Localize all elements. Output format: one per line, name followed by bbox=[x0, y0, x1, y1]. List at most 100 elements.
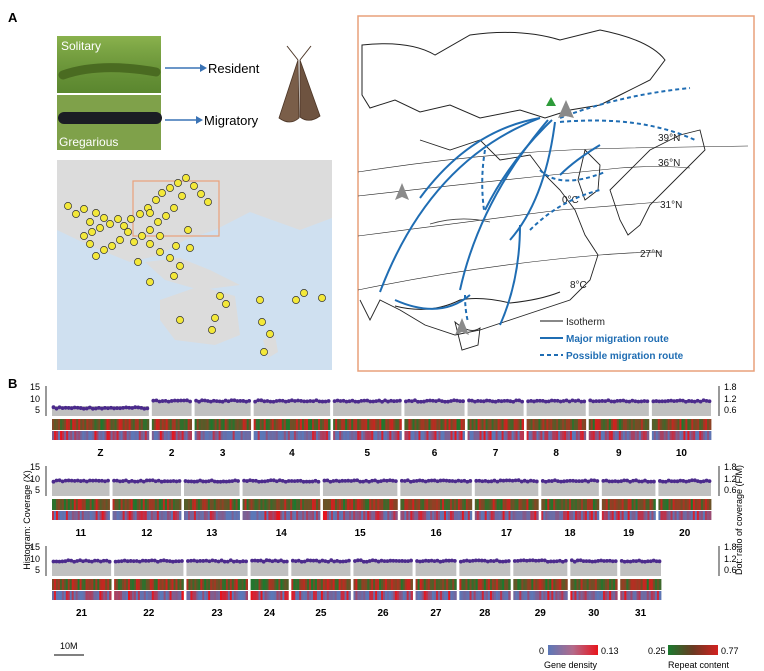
coverage-ratio-dot bbox=[221, 479, 226, 484]
repeat-content-cell bbox=[530, 419, 533, 430]
gene-density-cell bbox=[165, 591, 168, 600]
coverage-ratio-dot bbox=[316, 479, 321, 484]
repeat-content-cell bbox=[155, 419, 159, 430]
gene-density-cell bbox=[471, 591, 475, 600]
coverage-ratio-dot bbox=[159, 479, 164, 484]
coverage-ratio-dot bbox=[66, 406, 71, 410]
chromosome-label: 7 bbox=[493, 448, 499, 459]
repeat-content-cell bbox=[450, 579, 453, 590]
repeat-content-cell bbox=[467, 419, 470, 430]
repeat-content-cell bbox=[471, 419, 474, 430]
coverage-ratio-dot bbox=[215, 479, 220, 484]
repeat-content-cell bbox=[178, 499, 182, 510]
repeat-content-cell bbox=[458, 419, 461, 430]
gene-density-cell bbox=[274, 511, 277, 520]
coverage-ratio-dot bbox=[160, 399, 165, 403]
repeat-content-cell bbox=[515, 579, 518, 590]
coverage-ratio-dot bbox=[57, 405, 62, 410]
gene-density-cell bbox=[79, 591, 82, 600]
repeat-content-cell bbox=[389, 419, 392, 430]
gene-density-cell bbox=[498, 511, 501, 520]
repeat-content-cell bbox=[295, 419, 299, 430]
coverage-ratio-dot bbox=[235, 399, 240, 403]
chromosome-18: 18 bbox=[540, 478, 600, 539]
gene-density-cell bbox=[482, 511, 486, 520]
repeat-content-cell bbox=[87, 499, 91, 510]
detail-map: 39°N 36°N 0°C 31°N 27°N 8°C bbox=[357, 15, 755, 372]
repeat-content-cell bbox=[479, 579, 483, 590]
coverage-ratio-dot bbox=[137, 559, 142, 564]
repeat-content-cell bbox=[318, 419, 321, 430]
gene-density-cell bbox=[506, 591, 509, 600]
gene-density-cell bbox=[428, 431, 431, 440]
repeat-content-cell bbox=[691, 419, 694, 430]
gene-density-cell bbox=[594, 431, 598, 440]
sample-dot bbox=[256, 296, 264, 304]
coverage-ratio-dot bbox=[69, 478, 74, 483]
repeat-content-cell bbox=[408, 579, 411, 590]
coverage-ratio-dot bbox=[280, 478, 285, 483]
repeat-content-cell bbox=[256, 499, 259, 510]
coverage-ratio-dot bbox=[687, 479, 691, 483]
gene-density-cell bbox=[396, 591, 400, 600]
coverage-ratio-dot bbox=[107, 559, 112, 564]
repeat-content-cell bbox=[543, 499, 546, 510]
repeat-content-cell bbox=[314, 419, 317, 430]
coverage-ratio-dot bbox=[364, 478, 369, 483]
repeat-content-cell bbox=[141, 579, 145, 590]
gene-density-cell bbox=[513, 591, 516, 600]
repeat-content-cell bbox=[201, 499, 205, 510]
coverage-ratio-dot bbox=[78, 406, 83, 410]
gene-density-cell bbox=[265, 431, 269, 440]
coverage-ratio-dot bbox=[90, 406, 95, 411]
repeat-content-cell bbox=[433, 579, 437, 590]
repeat-content-cell bbox=[210, 419, 214, 430]
gene-density-cell bbox=[272, 591, 275, 600]
repeat-content-cell bbox=[101, 579, 104, 590]
gene-density-cell bbox=[647, 511, 650, 520]
coverage-ratio-dot bbox=[292, 479, 297, 484]
repeat-content-cell bbox=[649, 499, 652, 510]
coverage-ratio-dot bbox=[589, 478, 594, 483]
repeat-content-cell bbox=[371, 499, 374, 510]
gene-density-cell bbox=[493, 431, 496, 440]
gene-density-cell bbox=[490, 511, 494, 520]
gene-density-cell bbox=[628, 591, 631, 600]
gene-density-cell bbox=[155, 431, 159, 440]
repeat-content-cell bbox=[436, 419, 439, 430]
repeat-content-cell bbox=[212, 579, 215, 590]
gene-density-cell bbox=[361, 511, 364, 520]
gene-density-cell bbox=[146, 511, 150, 520]
repeat-content-cell bbox=[84, 419, 87, 430]
repeat-content-cell bbox=[203, 499, 207, 510]
repeat-content-cell bbox=[357, 499, 360, 510]
coverage-ratio-dot bbox=[581, 559, 586, 564]
coverage-ratio-dot bbox=[209, 478, 214, 483]
gene-density-cell bbox=[126, 591, 129, 600]
coverage-ratio-dot bbox=[669, 398, 674, 403]
repeat-content-cell bbox=[402, 579, 406, 590]
gene-density-cell bbox=[335, 511, 338, 520]
repeat-content-cell bbox=[534, 499, 537, 510]
repeat-content-cell bbox=[557, 579, 560, 590]
repeat-content-cell bbox=[255, 419, 259, 430]
gene-density-cell bbox=[178, 511, 182, 520]
repeat-content-cell bbox=[532, 499, 535, 510]
gene-density-cell bbox=[481, 431, 484, 440]
gene-density-cell bbox=[56, 431, 59, 440]
coverage-ratio-dot bbox=[377, 398, 382, 403]
repeat-content-cell bbox=[58, 419, 61, 430]
gene-density-cell bbox=[657, 431, 661, 440]
gene-density-cell bbox=[373, 591, 376, 600]
gene-density-cell bbox=[619, 511, 623, 520]
gene-density-cell bbox=[363, 591, 366, 600]
gene-density-cell bbox=[68, 431, 71, 440]
coverage-ratio-dot bbox=[435, 558, 440, 563]
coverage-ratio-dot bbox=[268, 478, 273, 483]
repeat-content-cell bbox=[156, 499, 160, 510]
coverage-ratio-dot bbox=[526, 399, 531, 404]
coverage-ratio-dot bbox=[361, 559, 366, 564]
repeat-content-cell bbox=[640, 579, 644, 590]
coverage-ratio-dot bbox=[634, 559, 639, 564]
coverage-ratio-dot bbox=[577, 479, 582, 484]
